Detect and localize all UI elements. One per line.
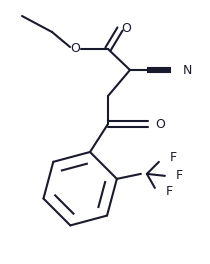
Text: F: F	[170, 151, 177, 164]
Text: O: O	[70, 43, 80, 55]
Text: F: F	[176, 169, 183, 182]
Text: N: N	[183, 64, 192, 77]
Text: F: F	[166, 185, 173, 198]
Text: O: O	[155, 117, 165, 130]
Text: O: O	[121, 22, 131, 35]
